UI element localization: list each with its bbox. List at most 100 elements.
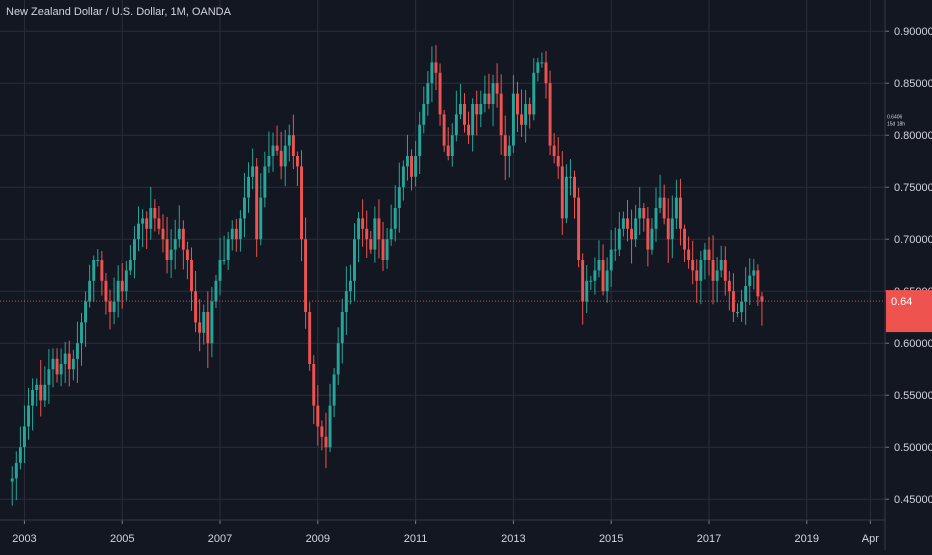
candle-body [88, 280, 92, 302]
candle-body [573, 176, 576, 198]
candle-body [92, 260, 96, 281]
time-tick-label: 2009 [306, 533, 330, 545]
candle-body [14, 462, 18, 479]
candle-body [748, 275, 752, 286]
candle-body [544, 62, 548, 84]
time-tick-label: 2003 [12, 533, 36, 545]
candle-body [332, 374, 336, 406]
candle-body [243, 197, 246, 219]
candle-body [581, 260, 585, 302]
candle-body [316, 405, 320, 427]
price-tick-label: 0.45000 [894, 494, 932, 506]
candle-body [263, 166, 267, 198]
candle-body [609, 249, 613, 271]
candle-body [630, 228, 634, 240]
candles [10, 45, 764, 506]
candle-body [181, 228, 185, 250]
candle-body [658, 197, 662, 208]
candle-body [340, 312, 344, 344]
candle-body [320, 426, 324, 437]
candle-body [149, 208, 153, 229]
candle-body [63, 353, 67, 364]
price-tick-label: 0.90000 [894, 26, 932, 38]
candle-body [621, 218, 625, 229]
candle-body [731, 291, 735, 312]
candle-body [22, 426, 26, 448]
candle-body [389, 228, 393, 240]
candle-body [312, 364, 316, 406]
candle-body [348, 280, 352, 292]
candle-body [654, 208, 658, 229]
candle-body [214, 280, 218, 302]
candle-body [503, 135, 507, 156]
candle-body [410, 156, 413, 177]
candle-body [491, 83, 495, 104]
candle-body [308, 312, 312, 364]
current-price-label: 0.64 [891, 296, 912, 308]
candle-body [336, 343, 340, 375]
candle-body [100, 260, 104, 281]
candle-body [230, 228, 234, 240]
candle-body [691, 260, 695, 271]
candle-body [426, 83, 430, 104]
candle-body [479, 104, 483, 115]
candle-body [552, 145, 556, 156]
candle-body [450, 135, 454, 156]
candle-body [153, 208, 157, 219]
price-tick-label: 0.80000 [894, 130, 932, 142]
candle-body [255, 166, 259, 240]
candle-body [67, 353, 71, 370]
candle-body [373, 218, 377, 250]
candle-body [556, 156, 560, 167]
candle-body [617, 228, 621, 250]
candle-body [601, 260, 605, 292]
candle-body [43, 384, 47, 401]
candle-body [597, 260, 601, 271]
time-tick-label: 2005 [110, 533, 134, 545]
time-tick-label: 2011 [404, 533, 428, 545]
candle-body [585, 280, 589, 302]
candle-body [10, 478, 14, 482]
candle-body [568, 176, 572, 178]
candle-body [279, 150, 283, 167]
candle-body [112, 301, 116, 312]
candle-body [467, 124, 471, 136]
candle-body [357, 218, 361, 240]
candle-body [128, 260, 132, 271]
candle-body [564, 176, 568, 219]
candle-body [723, 260, 727, 281]
candle-body [446, 145, 450, 156]
candle-body [381, 239, 385, 260]
candle-body [218, 260, 222, 281]
candle-body [108, 301, 112, 312]
candle-body [271, 145, 275, 156]
candle-body [405, 156, 409, 167]
candle-body [589, 280, 593, 282]
price-tick-label: 0.50000 [894, 442, 932, 454]
candle-body [304, 239, 308, 312]
price-tick-label: 0.85000 [894, 78, 932, 90]
candle-body [291, 135, 295, 156]
candle-body [674, 197, 678, 219]
candle-body [740, 301, 744, 312]
chart-title: New Zealand Dollar / U.S. Dollar, 1M, OA… [6, 6, 231, 18]
candle-body [59, 364, 63, 375]
candle-body [715, 270, 719, 281]
candle-body [593, 270, 597, 281]
candle-body [96, 260, 100, 261]
candle-body [238, 218, 242, 240]
candle-body [361, 218, 365, 229]
candle-body [760, 296, 764, 302]
candle-body [687, 249, 691, 260]
candle-body [124, 270, 128, 292]
candle-body [377, 218, 381, 240]
candle-body [719, 260, 723, 271]
candle-body [707, 249, 711, 260]
candle-body [536, 62, 540, 73]
candle-body [18, 447, 22, 463]
candle-body [528, 104, 532, 115]
candle-body [39, 384, 43, 401]
candle-body [55, 358, 59, 375]
